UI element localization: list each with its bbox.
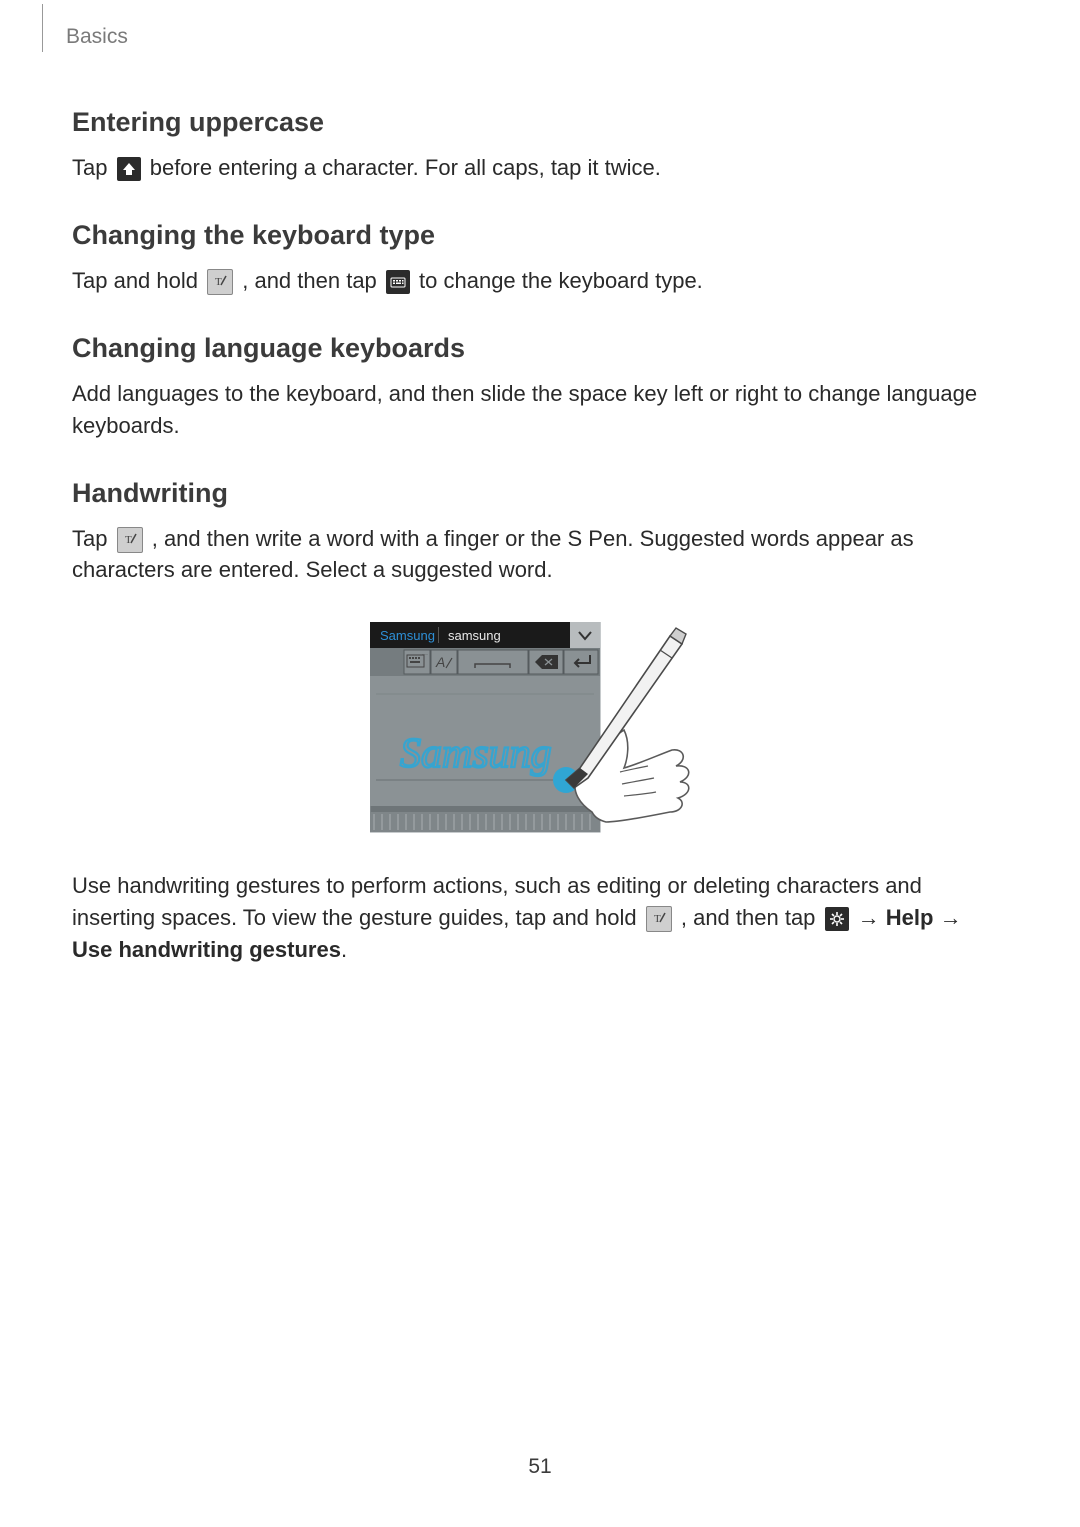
section-lang-body: Add languages to the keyboard, and then … bbox=[72, 378, 1008, 442]
gear-icon bbox=[825, 907, 849, 931]
text: Tap and hold bbox=[72, 268, 204, 293]
gestures-label: Use handwriting gestures bbox=[72, 937, 341, 962]
chapter-header: Basics bbox=[72, 22, 1008, 52]
handwriting-figure: Samsung samsung ··· A bbox=[72, 622, 1008, 842]
keyboard-icon bbox=[386, 270, 410, 294]
svg-text:T: T bbox=[125, 534, 132, 546]
section-hw-body1: Tap T , and then write a word with a fin… bbox=[72, 523, 1008, 587]
chapter-title: Basics bbox=[66, 25, 128, 49]
section-kbtype-body: Tap and hold T , and then tap to change … bbox=[72, 265, 1008, 297]
section-hw-body2: Use handwriting gestures to perform acti… bbox=[72, 870, 1008, 966]
text: , and then tap bbox=[242, 268, 383, 293]
section-hw-heading: Handwriting bbox=[72, 478, 1008, 509]
text: . bbox=[341, 937, 347, 962]
svg-text:samsung: samsung bbox=[448, 628, 501, 643]
svg-text:T: T bbox=[215, 276, 222, 288]
svg-text:A: A bbox=[435, 654, 445, 670]
svg-text:···: ··· bbox=[422, 652, 428, 658]
svg-text:T: T bbox=[654, 913, 661, 925]
help-label: Help bbox=[886, 905, 934, 930]
svg-text:Samsung: Samsung bbox=[380, 628, 435, 643]
handwriting-svg: Samsung samsung ··· A bbox=[370, 622, 710, 842]
section-uppercase-heading: Entering uppercase bbox=[72, 107, 1008, 138]
text: Tap bbox=[72, 526, 114, 551]
page-number: 51 bbox=[0, 1455, 1080, 1479]
t-pen-icon: T bbox=[646, 906, 672, 932]
arrow-icon: → bbox=[858, 905, 886, 930]
text: , and then tap bbox=[681, 905, 822, 930]
arrow-icon: → bbox=[940, 905, 962, 930]
section-kbtype-heading: Changing the keyboard type bbox=[72, 220, 1008, 251]
page: Basics Entering uppercase Tap before ent… bbox=[0, 0, 1080, 1527]
header-rule bbox=[42, 4, 43, 52]
section-uppercase-body: Tap before entering a character. For all… bbox=[72, 152, 1008, 184]
text: Tap bbox=[72, 155, 114, 180]
text: to change the keyboard type. bbox=[419, 268, 703, 293]
t-pen-icon: T bbox=[207, 269, 233, 295]
shift-icon bbox=[117, 157, 141, 181]
text: before entering a character. For all cap… bbox=[150, 155, 661, 180]
text: , and then write a word with a finger or… bbox=[72, 526, 914, 583]
section-lang-heading: Changing language keyboards bbox=[72, 333, 1008, 364]
svg-text:Samsung: Samsung bbox=[400, 731, 552, 777]
t-pen-icon: T bbox=[117, 527, 143, 553]
